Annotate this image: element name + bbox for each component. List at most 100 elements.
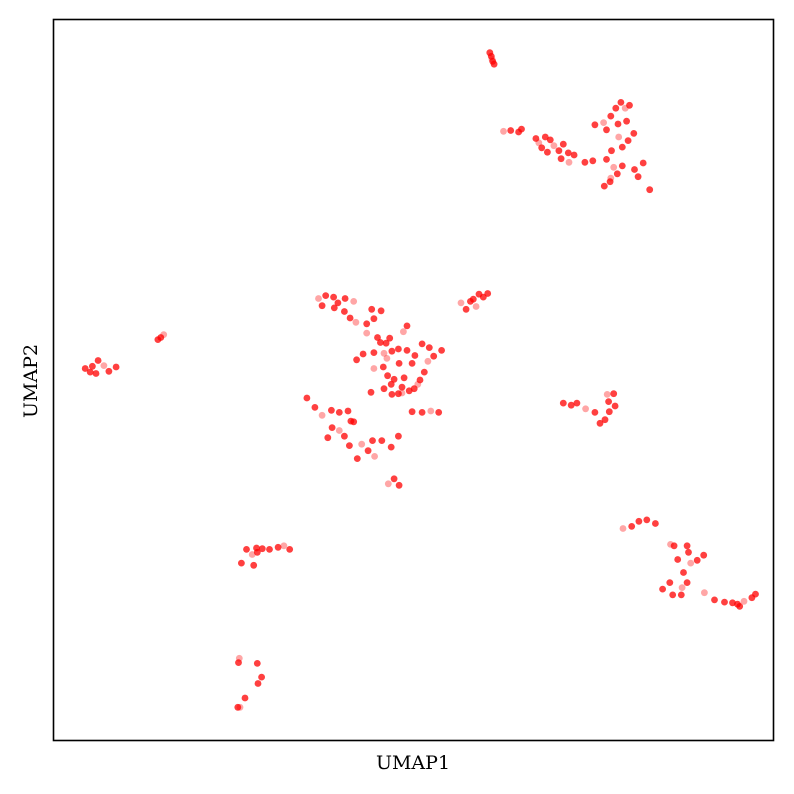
scatter-point <box>384 480 392 488</box>
scatter-point <box>591 121 599 129</box>
scatter-point <box>395 432 402 440</box>
scatter-points <box>81 49 759 711</box>
scatter-point <box>600 182 608 190</box>
scatter-point <box>400 374 408 382</box>
scatter-point <box>541 133 549 141</box>
scatter-point <box>341 308 348 315</box>
scatter-point <box>100 362 108 369</box>
scatter-point <box>370 365 378 372</box>
scatter-point <box>315 295 322 302</box>
scatter-point <box>544 148 551 156</box>
scatter-point <box>368 305 376 313</box>
scatter-point <box>280 542 288 550</box>
scatter-point <box>374 334 381 341</box>
scatter-point <box>674 556 682 563</box>
scatter-point <box>334 299 342 307</box>
scatter-point <box>430 352 438 360</box>
scatter-point <box>286 546 294 553</box>
scatter-point <box>89 362 96 370</box>
scatter-point <box>467 298 474 305</box>
scatter-point <box>335 427 343 434</box>
scatter-point <box>258 545 266 553</box>
scatter-point <box>248 551 256 558</box>
scatter-point <box>639 159 647 167</box>
scatter-point <box>390 475 398 483</box>
scatter-point <box>601 416 609 424</box>
scatter-point <box>266 546 273 553</box>
scatter-point <box>258 673 265 681</box>
scatter-point <box>635 517 643 525</box>
scatter-point <box>608 147 615 155</box>
scatter-point <box>388 347 396 355</box>
scatter-point <box>631 166 638 173</box>
scatter-point <box>324 434 332 442</box>
scatter-point <box>630 130 638 137</box>
scatter-point <box>683 579 691 586</box>
scatter-point <box>380 385 388 393</box>
scatter-point <box>370 349 378 356</box>
scatter-point <box>363 320 371 328</box>
scatter-point <box>408 408 416 416</box>
scatter-point <box>600 119 607 126</box>
scatter-point <box>253 544 260 552</box>
scatter-point <box>253 660 261 667</box>
scatter-point <box>330 293 337 301</box>
scatter-point <box>721 598 728 606</box>
scatter-point <box>740 597 748 605</box>
scatter-point <box>626 101 633 109</box>
scatter-point <box>581 158 589 166</box>
scatter-point <box>238 559 245 567</box>
scatter-point <box>328 424 336 431</box>
scatter-point <box>411 352 419 359</box>
scatter-point <box>254 680 262 687</box>
scatter-point <box>603 391 611 398</box>
scatter-point <box>243 546 250 553</box>
scatter-point <box>596 419 604 427</box>
scatter-point <box>613 170 621 178</box>
scatter-point <box>86 368 94 376</box>
scatter-point <box>318 302 326 310</box>
scatter-point <box>603 126 610 134</box>
scatter-point <box>603 156 610 163</box>
scatter-point <box>507 127 515 134</box>
scatter-point <box>610 163 618 171</box>
scatter-point <box>538 144 546 152</box>
scatter-point <box>341 295 349 302</box>
scatter-point <box>408 360 416 367</box>
scatter-point <box>618 162 626 170</box>
scatter-point <box>457 299 465 307</box>
scatter-point <box>669 591 677 599</box>
scatter-point <box>322 292 330 299</box>
scatter-point <box>623 117 630 125</box>
scatter-point <box>591 409 599 416</box>
scatter-point <box>341 432 348 440</box>
scatter-point <box>518 125 525 133</box>
scatter-point <box>353 356 360 364</box>
scatter-point <box>418 340 426 348</box>
scatter-point <box>624 137 632 145</box>
scatter-point <box>610 390 618 398</box>
scatter-point <box>105 367 113 375</box>
scatter-point <box>570 151 578 159</box>
scatter-point <box>274 543 282 551</box>
scatter-point <box>387 380 395 388</box>
scatter-point <box>330 304 338 312</box>
scatter-point <box>395 345 402 353</box>
scatter-point <box>350 418 358 426</box>
scatter-point <box>234 703 242 711</box>
scatter-point <box>607 112 615 120</box>
scatter-point <box>582 405 589 413</box>
x-axis-label: UMAP1 <box>376 752 450 774</box>
scatter-point <box>410 385 418 393</box>
scatter-point <box>567 401 575 409</box>
scatter-point <box>81 365 89 372</box>
scatter-point <box>606 178 614 186</box>
scatter-point <box>559 399 567 407</box>
scatter-point <box>154 336 162 343</box>
scatter-point <box>112 363 120 371</box>
scatter-point <box>435 409 443 416</box>
scatter-point <box>346 314 354 322</box>
scatter-point <box>700 551 708 559</box>
scatter-point <box>94 357 102 364</box>
scatter-point <box>367 388 375 396</box>
